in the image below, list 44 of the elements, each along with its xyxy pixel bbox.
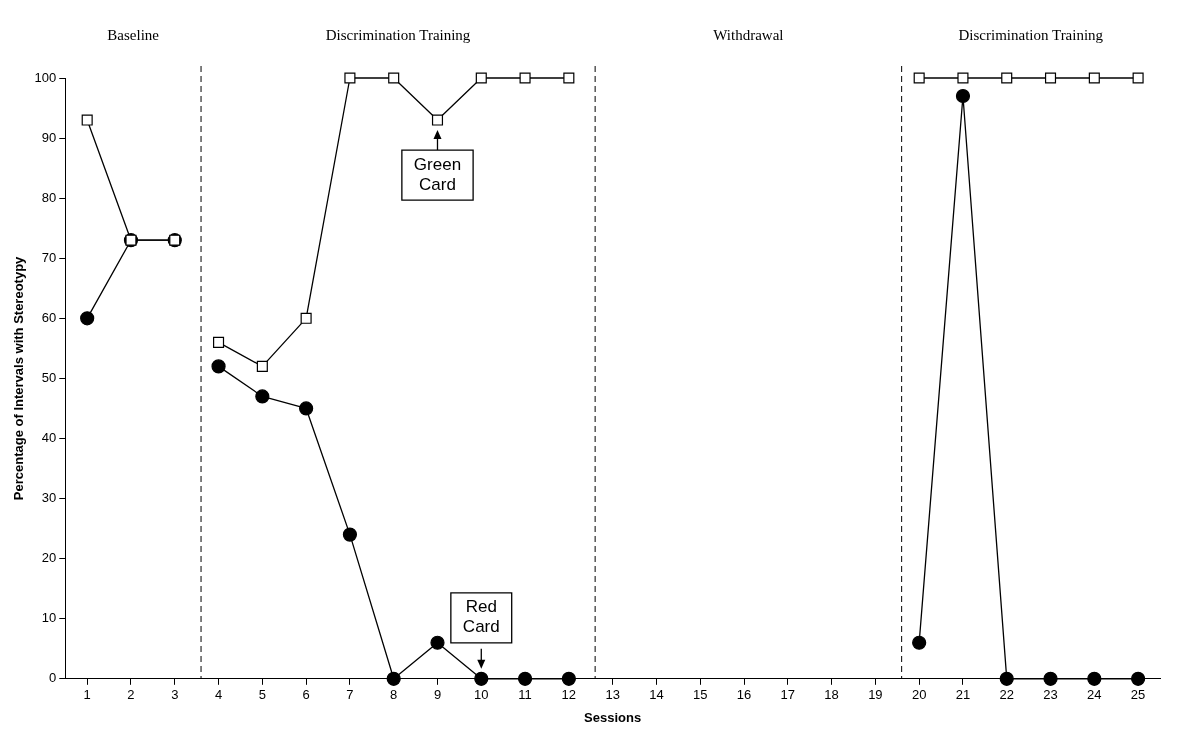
- x-tick-label: 11: [518, 687, 532, 703]
- y-tick-label: 10: [41, 610, 57, 626]
- x-tick-label: 16: [736, 687, 752, 703]
- y-tick-label: 80: [41, 189, 57, 205]
- text: Discrimination Training: [325, 26, 471, 43]
- x-tick-label: 9: [433, 687, 442, 703]
- x-tick-label: 12: [561, 687, 577, 703]
- y-tick-label: 70: [41, 249, 57, 265]
- x-tick-label: 21: [955, 687, 971, 703]
- y-tick-label: 20: [41, 550, 57, 566]
- x-tick-label: 17: [780, 687, 796, 703]
- y-tick-label: 100: [34, 69, 57, 85]
- x-tick-label: 15: [692, 687, 708, 703]
- x-tick-label: 6: [302, 687, 310, 703]
- y-tick-label: 0: [49, 670, 57, 686]
- x-tick-label: 2: [127, 687, 135, 703]
- text: Discrimination Training: [958, 26, 1104, 43]
- x-tick-label: 20: [911, 687, 927, 703]
- y-tick-label: 40: [41, 430, 57, 446]
- x-axis-title: Sessions: [584, 709, 642, 725]
- x-tick-label: 3: [171, 687, 179, 703]
- text: Withdrawal: [713, 26, 784, 43]
- text: Baseline: [107, 26, 160, 43]
- x-tick-label: 10: [474, 687, 489, 703]
- annotation: Red Card: [462, 597, 500, 637]
- x-tick-label: 1: [83, 687, 91, 703]
- x-tick-label: 24: [1087, 687, 1102, 703]
- y-tick-label: 90: [41, 129, 57, 145]
- x-tick-label: 14: [649, 687, 664, 703]
- x-tick-label: 7: [346, 687, 354, 703]
- x-tick-label: 25: [1130, 687, 1146, 703]
- x-tick-label: 23: [1043, 687, 1058, 703]
- y-tick-label: 60: [41, 309, 57, 325]
- x-tick-label: 19: [868, 687, 883, 703]
- y-tick-label: 30: [41, 490, 57, 506]
- y-tick-label: 50: [41, 369, 57, 385]
- x-tick-label: 5: [258, 687, 266, 703]
- x-tick-label: 4: [214, 687, 223, 703]
- x-tick-label: 13: [605, 687, 620, 703]
- x-tick-label: 22: [999, 687, 1014, 703]
- x-tick-label: 18: [824, 687, 839, 703]
- y-axis-title: Percentage of Intervals with Stereotypy: [11, 255, 27, 501]
- annotation: Green Card: [413, 154, 462, 194]
- x-tick-label: 8: [390, 687, 398, 703]
